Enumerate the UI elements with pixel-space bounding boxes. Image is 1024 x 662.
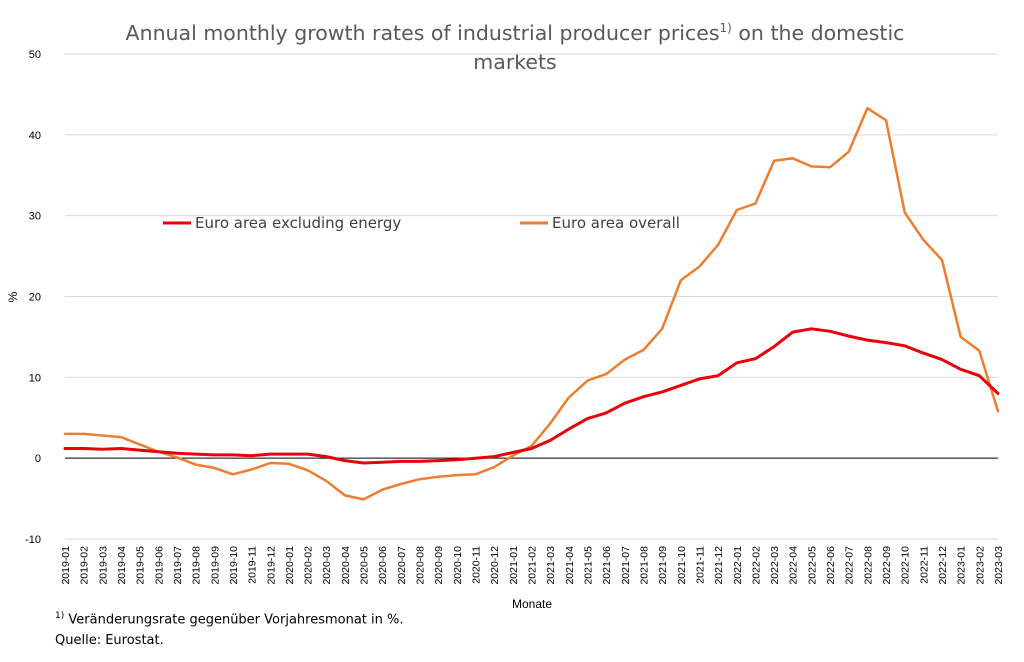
x-tick-label: 2019-09 bbox=[209, 546, 221, 585]
y-tick-label: 30 bbox=[29, 211, 41, 223]
footnote: 1) Veränderungsrate gegenüber Vorjahresm… bbox=[55, 606, 404, 651]
x-tick-label: 2020-04 bbox=[340, 546, 352, 585]
footnote-text: Veränderungsrate gegenüber Vorjahresmona… bbox=[64, 612, 404, 628]
y-tick-label: 0 bbox=[35, 453, 41, 465]
y-tick-label: 10 bbox=[29, 372, 41, 384]
footnote-definition: 1) Veränderungsrate gegenüber Vorjahresm… bbox=[55, 606, 404, 630]
x-tick-label: 2020-09 bbox=[433, 546, 445, 585]
x-tick-label: 2019-05 bbox=[135, 546, 147, 585]
y-tick-label: 20 bbox=[29, 292, 41, 304]
x-tick-label: 2021-12 bbox=[713, 546, 725, 585]
x-tick-label: 2020-11 bbox=[471, 546, 483, 584]
x-tick-label: 2022-05 bbox=[806, 546, 818, 585]
x-tick-label: 2021-01 bbox=[508, 546, 520, 585]
x-tick-label: 2021-07 bbox=[620, 546, 632, 585]
x-tick-label: 2020-05 bbox=[359, 546, 371, 585]
x-tick-label: 2022-01 bbox=[732, 546, 744, 585]
series-line-excluding-energy bbox=[63, 327, 1000, 465]
x-tick-label: 2021-02 bbox=[527, 546, 539, 585]
x-tick-label: 2023-02 bbox=[974, 546, 986, 585]
legend: Euro area excluding energy Euro area over… bbox=[163, 214, 680, 232]
chart-title: Annual monthly growth rates of industria… bbox=[100, 14, 930, 77]
x-tick-label: 2021-08 bbox=[638, 546, 650, 585]
x-tick-label: 2023-03 bbox=[993, 546, 1005, 585]
x-tick-label: 2023-01 bbox=[956, 546, 968, 585]
x-tick-label: 2019-07 bbox=[172, 546, 184, 585]
x-tick-label: 2021-10 bbox=[676, 546, 688, 585]
footnote-marker: 1) bbox=[55, 611, 65, 621]
x-tick-label: 2019-02 bbox=[79, 546, 91, 585]
x-axis-tick-labels: 2019-01 2019-02 2019-03 2019-04 2019-05 2019-… bbox=[60, 546, 1005, 585]
legend-label: Euro area overall bbox=[552, 214, 680, 232]
gridlines bbox=[65, 53, 998, 540]
x-tick-label: 2019-12 bbox=[265, 546, 277, 585]
x-tick-label: 2019-11 bbox=[247, 546, 259, 584]
x-tick-label: 2019-01 bbox=[60, 546, 72, 585]
x-tick-label: 2021-03 bbox=[545, 546, 557, 585]
x-tick-label: 2020-02 bbox=[303, 546, 315, 585]
x-tick-label: 2020-12 bbox=[489, 546, 501, 585]
x-tick-label: 2022-12 bbox=[937, 546, 949, 585]
x-tick-label: 2020-06 bbox=[377, 546, 389, 585]
chart-title-text: Annual monthly growth rates of industria… bbox=[125, 20, 720, 45]
x-tick-label: 2020-07 bbox=[396, 546, 408, 585]
source-note: Quelle: Eurostat. bbox=[55, 633, 164, 649]
x-tick-label: 2019-08 bbox=[191, 546, 203, 585]
x-tick-label: 2021-05 bbox=[582, 546, 594, 585]
x-tick-label: 2022-10 bbox=[900, 546, 912, 585]
x-tick-label: 2022-11 bbox=[918, 546, 930, 584]
series-line-overall bbox=[63, 106, 1000, 501]
x-tick-label: 2019-03 bbox=[97, 546, 109, 585]
y-axis-label: % bbox=[6, 291, 20, 302]
x-tick-label: 2022-09 bbox=[881, 546, 893, 585]
x-tick-label: 2022-08 bbox=[862, 546, 874, 585]
chart-title-footnote-marker: 1) bbox=[719, 21, 732, 35]
x-tick-label: 2019-04 bbox=[116, 546, 128, 585]
x-tick-label: 2021-06 bbox=[601, 546, 613, 585]
x-tick-label: 2020-08 bbox=[415, 546, 427, 585]
x-tick-label: 2021-11 bbox=[694, 546, 706, 584]
y-tick-label: 40 bbox=[29, 130, 41, 142]
y-tick-label: 50 bbox=[29, 49, 41, 61]
y-tick-label: -10 bbox=[25, 534, 41, 546]
x-tick-label: 2021-09 bbox=[657, 546, 669, 585]
x-tick-label: 2022-02 bbox=[750, 546, 762, 585]
series-lines bbox=[63, 106, 1000, 501]
x-tick-label: 2019-06 bbox=[153, 546, 165, 585]
x-tick-label: 2022-04 bbox=[788, 546, 800, 585]
y-axis-tick-labels: -10 0 10 20 30 40 50 bbox=[25, 49, 41, 546]
legend-label: Euro area excluding energy bbox=[195, 214, 401, 232]
x-tick-label: 2020-01 bbox=[284, 546, 296, 585]
x-axis-label: Monate bbox=[512, 597, 552, 611]
x-tick-label: 2021-04 bbox=[564, 546, 576, 585]
x-tick-label: 2022-07 bbox=[844, 546, 856, 585]
x-tick-label: 2020-03 bbox=[321, 546, 333, 585]
x-tick-label: 2022-03 bbox=[769, 546, 781, 585]
x-tick-label: 2020-10 bbox=[452, 546, 464, 585]
x-tick-label: 2022-06 bbox=[825, 546, 837, 585]
x-tick-label: 2019-10 bbox=[228, 546, 240, 585]
